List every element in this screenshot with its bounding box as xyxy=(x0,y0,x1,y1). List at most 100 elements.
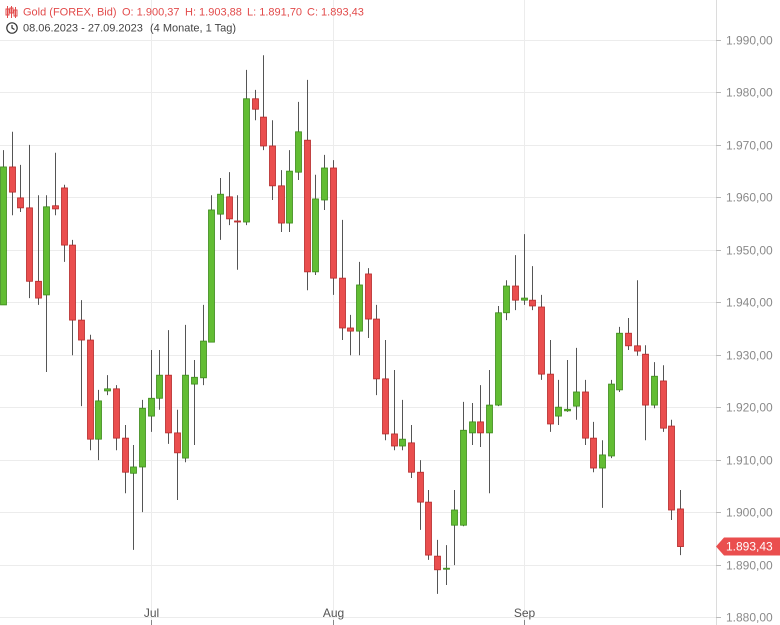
date-range: 08.06.2023 - 27.09.2023 xyxy=(23,22,143,34)
candle-body xyxy=(634,345,641,352)
candle-body xyxy=(139,407,146,468)
candle-body xyxy=(295,131,302,173)
candle-body xyxy=(339,277,346,329)
candle-body xyxy=(0,166,7,306)
candle-body xyxy=(529,299,536,307)
candle-body xyxy=(312,198,319,273)
grid xyxy=(0,0,716,620)
candle-body xyxy=(174,432,181,454)
candle-body xyxy=(443,567,450,570)
candle-body xyxy=(564,408,571,412)
candle-body xyxy=(148,397,155,417)
candle-body xyxy=(252,98,259,110)
y-tick-label: 1.890,00 xyxy=(726,559,773,573)
candles xyxy=(0,55,684,594)
candle-body xyxy=(503,285,510,314)
candle-body xyxy=(330,167,337,279)
candle-body xyxy=(35,280,42,299)
candle-body xyxy=(668,425,675,511)
y-tick-label: 1.980,00 xyxy=(726,86,773,100)
candle-body xyxy=(417,471,424,503)
candle-body xyxy=(52,205,59,210)
candle-body xyxy=(408,442,415,473)
candle-body xyxy=(660,380,667,429)
y-tick-label: 1.880,00 xyxy=(726,611,773,625)
y-tick-label: 1.920,00 xyxy=(726,401,773,415)
candle-body xyxy=(573,391,580,407)
high-label: H: 1.903,88 xyxy=(185,6,242,18)
candle-body xyxy=(347,327,354,332)
candle-body xyxy=(460,429,467,526)
candle-body xyxy=(451,509,458,526)
candle-body xyxy=(373,318,380,380)
candle-body xyxy=(486,404,493,434)
clock-icon xyxy=(6,22,18,34)
candle-body xyxy=(122,437,129,473)
candle-body xyxy=(130,466,137,474)
candle-body xyxy=(217,193,224,215)
candle-body xyxy=(677,508,684,547)
candle-body xyxy=(608,383,615,457)
last-price-label: 1.893,43 xyxy=(726,540,773,554)
candle-body xyxy=(69,244,76,321)
candle-body xyxy=(469,421,476,434)
candle-body xyxy=(642,353,649,406)
y-tick-label: 1.990,00 xyxy=(726,34,773,48)
candle-body xyxy=(321,167,328,201)
close-label: C: 1.893,43 xyxy=(307,6,364,18)
duration: (4 Monate, 1 Tag) xyxy=(150,22,236,34)
x-tick-label: Jul xyxy=(144,606,159,620)
candle-body xyxy=(113,388,120,439)
candle-body xyxy=(78,319,85,341)
last-price-tag xyxy=(716,537,780,556)
candle-body xyxy=(9,166,16,193)
candle-body xyxy=(625,332,632,347)
candle-body xyxy=(208,209,215,343)
candle-body xyxy=(477,421,484,434)
candle-body xyxy=(234,220,241,223)
candle-body xyxy=(538,306,545,375)
chart-title: Gold (FOREX, Bid) xyxy=(23,6,117,18)
candle-body xyxy=(156,374,163,399)
open-label: O: 1.900,37 xyxy=(122,6,180,18)
candle-body xyxy=(599,454,606,469)
candle-body xyxy=(582,391,589,439)
y-tick-label: 1.960,00 xyxy=(726,191,773,205)
candle-body xyxy=(182,374,189,459)
y-tick-label: 1.910,00 xyxy=(726,454,773,468)
candle-body xyxy=(365,273,372,320)
candle-body xyxy=(616,332,623,391)
candle-body xyxy=(512,285,519,301)
x-tick-label: Aug xyxy=(323,606,344,620)
candle-body xyxy=(495,312,502,406)
candle-body xyxy=(399,438,406,447)
candle-body xyxy=(243,98,250,223)
candle-icon xyxy=(5,6,18,18)
candle-body xyxy=(434,555,441,571)
candle-body xyxy=(590,437,597,469)
candle-body xyxy=(191,376,198,385)
candle-body xyxy=(356,284,363,332)
candle-body xyxy=(278,185,285,224)
x-tick-label: Sep xyxy=(514,606,536,620)
y-tick-label: 1.940,00 xyxy=(726,296,773,310)
y-tick-label: 1.930,00 xyxy=(726,349,773,363)
low-label: L: 1.891,70 xyxy=(247,6,302,18)
y-tick-label: 1.970,00 xyxy=(726,139,773,153)
candle-body xyxy=(226,196,233,220)
candle-body xyxy=(165,374,172,434)
candle-body xyxy=(304,139,311,273)
candle-body xyxy=(555,406,562,417)
candle-body xyxy=(26,207,33,282)
candle-body xyxy=(95,400,102,440)
candle-body xyxy=(391,433,398,447)
candle-body xyxy=(382,378,389,435)
candle-body xyxy=(651,375,658,406)
candle-body xyxy=(43,206,50,296)
candle-body xyxy=(260,116,267,147)
candle-body xyxy=(547,373,554,425)
candle-body xyxy=(269,145,276,187)
candle-body xyxy=(104,388,111,392)
